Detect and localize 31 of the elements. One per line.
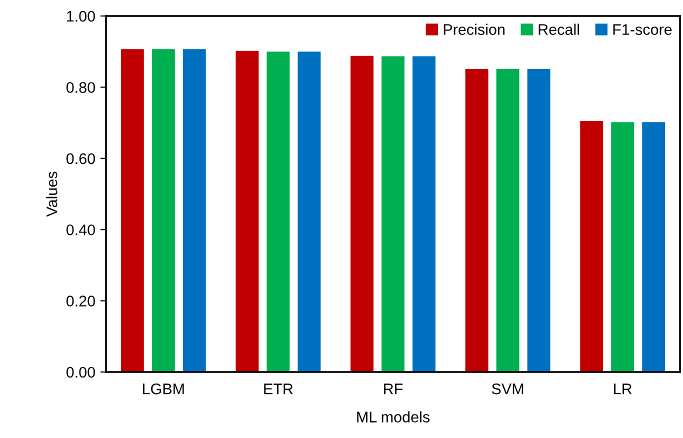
y-tick-label: 0.00 xyxy=(66,366,95,378)
bar xyxy=(236,50,259,372)
bar xyxy=(642,122,666,372)
x-tick-label: LR xyxy=(614,384,632,394)
bar xyxy=(412,56,436,372)
x-tick-label: LGBM xyxy=(143,384,184,394)
bar xyxy=(120,49,144,372)
bar xyxy=(496,69,520,372)
y-axis-title: Values xyxy=(46,172,58,217)
bar xyxy=(580,121,604,372)
bar xyxy=(527,69,550,372)
bar xyxy=(465,69,488,372)
legend-label: Precision xyxy=(444,24,504,35)
legend-label: Recall xyxy=(538,24,579,35)
y-tick-label: 0.80 xyxy=(66,82,95,93)
legend-label: F1-score xyxy=(613,24,672,35)
bar xyxy=(298,52,321,372)
x-tick-label: SVM xyxy=(492,384,524,394)
bar xyxy=(152,49,175,372)
bar xyxy=(382,56,404,372)
x-tick-label: ETR xyxy=(264,384,293,394)
bar xyxy=(182,49,206,372)
y-tick-label: 1.00 xyxy=(67,10,95,22)
bar xyxy=(266,52,290,372)
y-tick-label: 0.40 xyxy=(66,224,95,236)
x-axis-title: ML models xyxy=(357,411,430,422)
x-tick-label: RF xyxy=(384,384,403,394)
bar xyxy=(611,122,634,372)
y-tick-label: 0.60 xyxy=(66,153,95,164)
y-tick-label: 0.20 xyxy=(66,296,95,306)
bar xyxy=(350,56,374,372)
